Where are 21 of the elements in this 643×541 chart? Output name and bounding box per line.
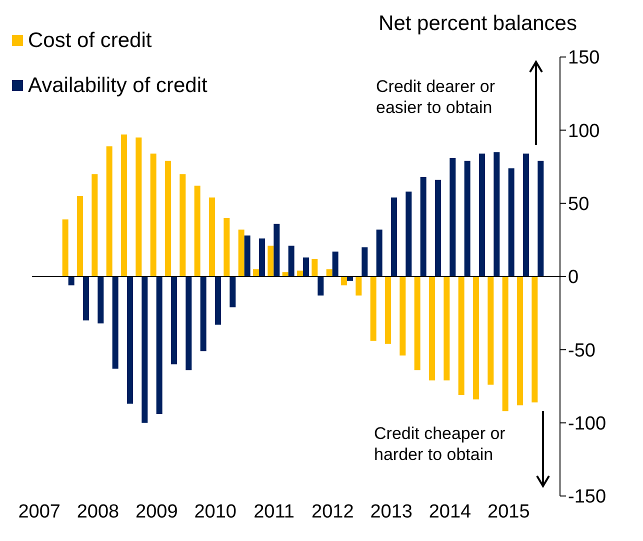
y-tick-label: 100 — [568, 120, 600, 142]
legend-label: Availability of credit — [28, 74, 208, 98]
legend-label: Cost of credit — [28, 28, 152, 52]
x-tick-label: 2015 — [488, 501, 530, 522]
x-tick-label: 2010 — [194, 501, 236, 522]
y-tick-label: -150 — [568, 486, 606, 508]
x-tick-label: 2014 — [428, 501, 472, 522]
y-tick-label: 0 — [568, 267, 579, 288]
y-tick-label: -50 — [568, 340, 596, 362]
annotation: Credit cheaper or harder to obtain — [374, 423, 506, 465]
y-axis-title: Net percent balances — [378, 12, 577, 36]
y-tick-label: 150 — [568, 48, 600, 69]
x-tick-label: 2012 — [312, 501, 354, 522]
x-tick-label: 2011 — [254, 501, 294, 522]
x-tick-label: 2008 — [76, 501, 120, 522]
y-tick-label: 50 — [568, 194, 590, 216]
x-tick-label: 2007 — [18, 501, 60, 522]
x-tick-label: 2013 — [370, 501, 412, 522]
x-tick-label: 2009 — [136, 501, 178, 522]
annotation: Credit dearer or easier to obtain — [376, 76, 496, 118]
y-tick-label: -100 — [568, 414, 606, 435]
